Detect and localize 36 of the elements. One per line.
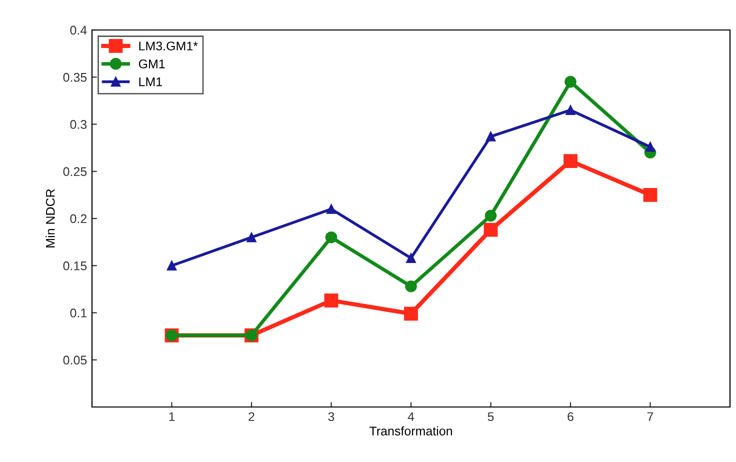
x-tick-label: 4 xyxy=(408,412,414,421)
x-tick-label: 2 xyxy=(248,412,254,421)
point xyxy=(405,280,417,292)
y-tick-label: 0.15 xyxy=(63,261,87,270)
point xyxy=(166,260,177,270)
point xyxy=(564,76,576,88)
point xyxy=(404,306,418,321)
y-tick-label: 0.4 xyxy=(70,26,87,35)
point xyxy=(643,188,658,202)
legend-label: GM1 xyxy=(138,59,165,68)
y-tick-label: 0.3 xyxy=(70,120,87,129)
x-tick-label: 3 xyxy=(328,412,334,422)
point xyxy=(484,210,497,222)
point xyxy=(326,204,336,214)
y-axis-title: Min NDCR xyxy=(46,189,55,248)
x-axis-title: Transformation xyxy=(369,426,452,436)
y-tick-label: 0.05 xyxy=(63,356,87,365)
point xyxy=(645,142,656,152)
point xyxy=(325,231,338,244)
point xyxy=(246,232,256,242)
legend-label: LM1 xyxy=(139,78,162,86)
y-tick-label: 0.25 xyxy=(63,167,87,176)
y-tick-label: 0.1 xyxy=(70,308,87,318)
point xyxy=(564,154,578,168)
point xyxy=(484,222,498,237)
point xyxy=(324,294,338,308)
x-tick-label: 7 xyxy=(647,412,654,421)
y-tick-label: 0.2 xyxy=(70,214,87,224)
legend-label: LM3.GM1* xyxy=(139,42,198,50)
point xyxy=(566,105,576,115)
x-tick-label: 5 xyxy=(488,412,494,422)
point xyxy=(486,132,496,142)
x-tick-label: 1 xyxy=(169,412,175,421)
y-tick-label: 0.35 xyxy=(63,72,87,82)
point xyxy=(406,253,416,263)
x-tick-label: 6 xyxy=(568,412,574,422)
